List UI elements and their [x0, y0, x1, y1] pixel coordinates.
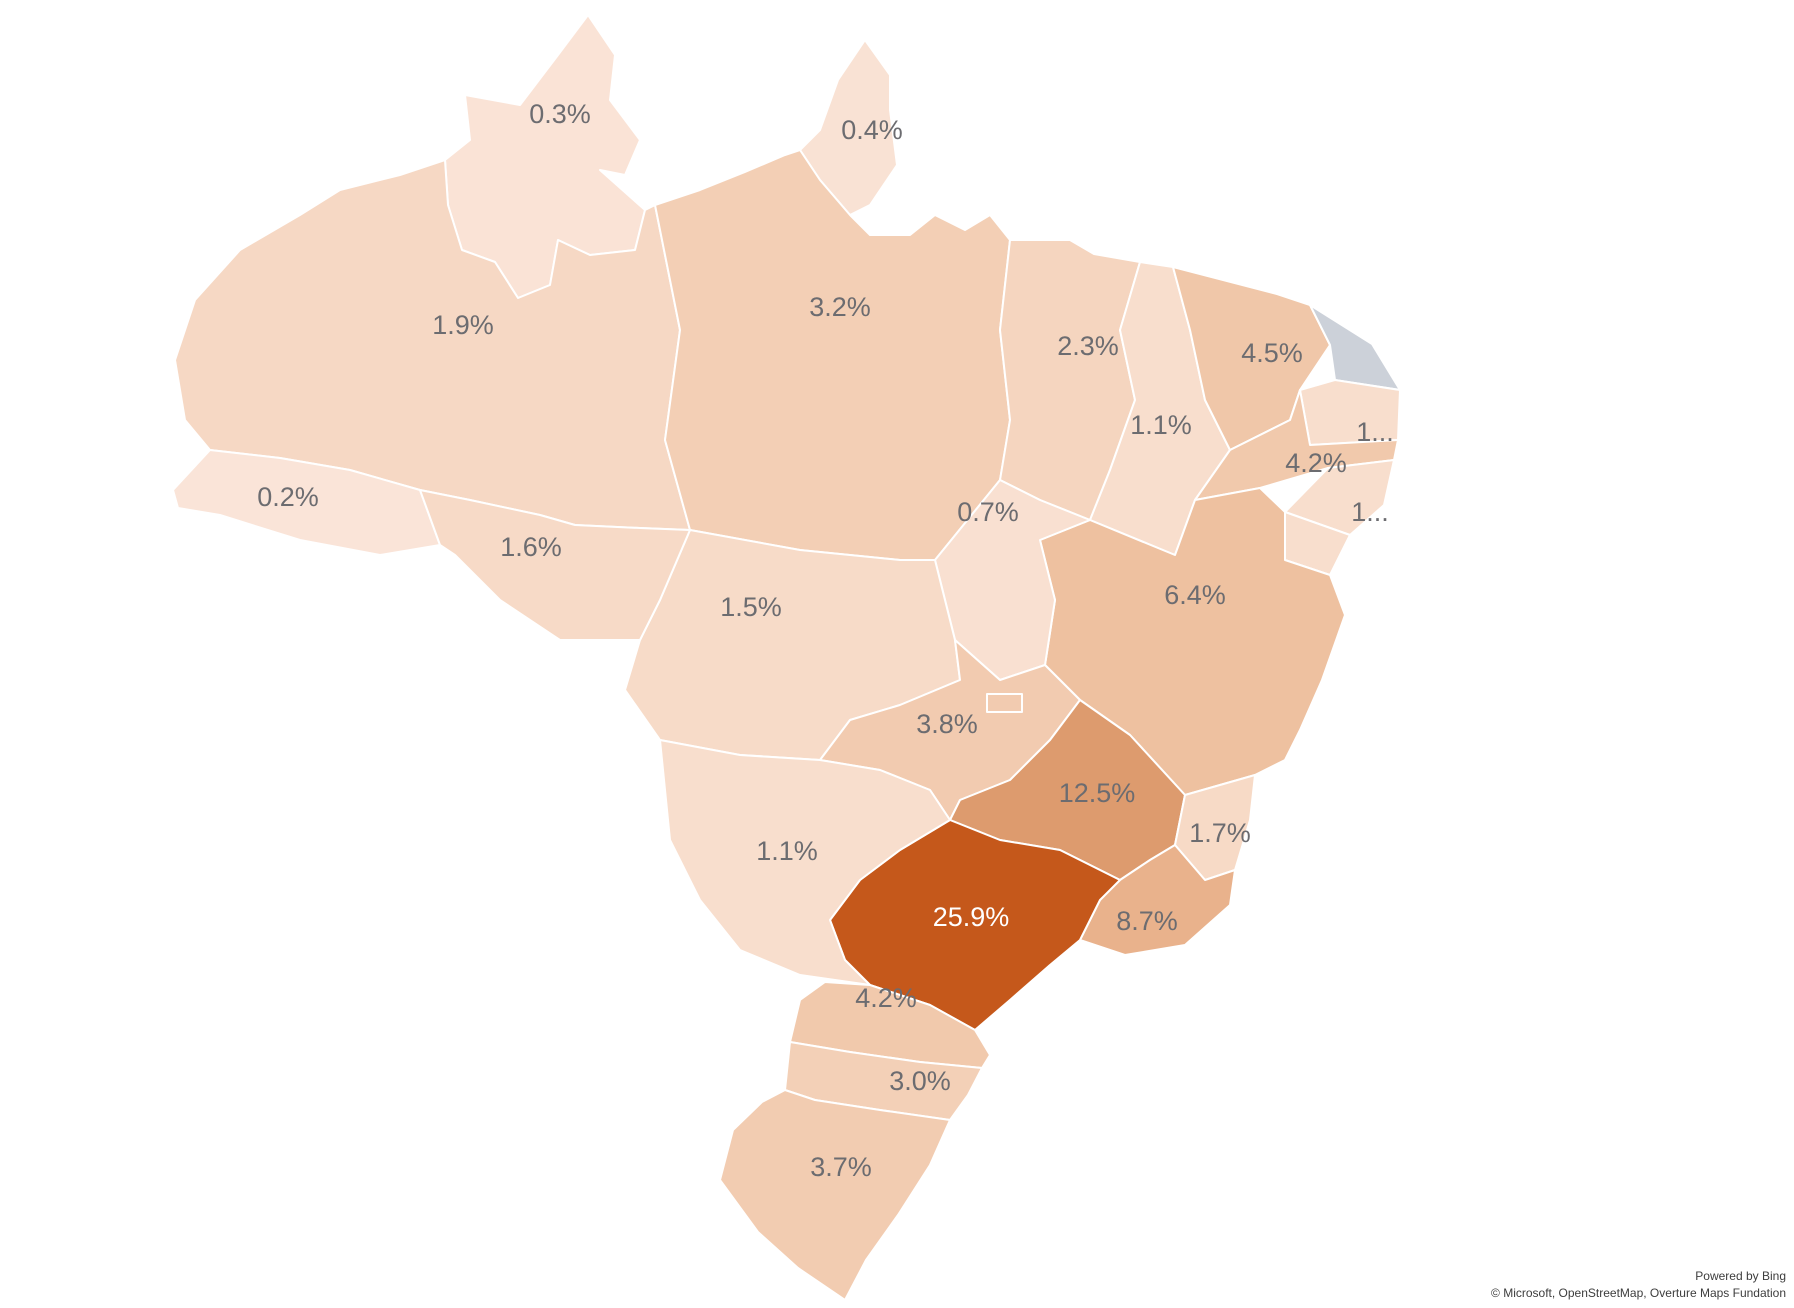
state-distrito-federal[interactable] [986, 693, 1023, 713]
state-paraiba[interactable] [1299, 379, 1401, 446]
attribution-copyright: © Microsoft, OpenStreetMap, Overture Map… [1491, 1286, 1786, 1300]
attribution-powered-by: Powered by Bing [1695, 1269, 1786, 1283]
state-rio-de-janeiro[interactable] [1079, 844, 1236, 956]
state-para[interactable] [654, 149, 1011, 561]
state-mato-grosso-do-sul[interactable] [659, 739, 951, 986]
state-rondonia[interactable] [419, 489, 691, 641]
map-attribution: Powered by Bing © Microsoft, OpenStreetM… [1491, 1268, 1786, 1302]
state-shapes [172, 14, 1401, 1301]
state-rio-grande-do-sul[interactable] [719, 1089, 951, 1301]
